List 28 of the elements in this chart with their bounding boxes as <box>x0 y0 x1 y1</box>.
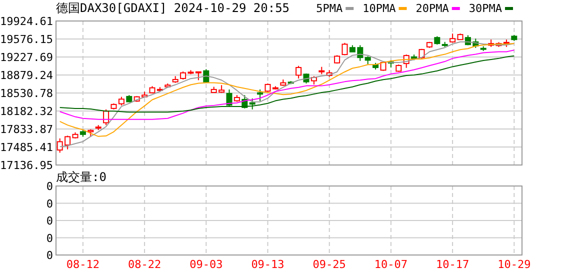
legend-label: 5PMA <box>316 2 343 15</box>
y-tick-label: 0 <box>46 197 53 210</box>
y-tick-label: 18182.32 <box>0 105 53 118</box>
y-tick-label: 0 <box>46 249 53 262</box>
legend-label: 30PMA <box>468 2 502 15</box>
x-tick-label: 09-25 <box>312 258 346 271</box>
x-tick-label: 10-29 <box>498 258 531 271</box>
y-tick-label: 18879.24 <box>0 69 54 82</box>
y-tick-label: 17136.95 <box>0 159 53 172</box>
x-tick-label: 09-13 <box>251 258 284 271</box>
chart-title: 德国DAX30[GDAXI] 2024-10-29 20:55 <box>56 1 290 15</box>
y-tick-label: 18530.78 <box>0 87 53 100</box>
y-tick-label: 17485.41 <box>0 141 53 154</box>
y-tick-label: 19576.15 <box>0 33 53 46</box>
y-tick-label: 0 <box>46 180 53 193</box>
legend-label: 10PMA <box>362 2 396 15</box>
x-tick-label: 10-07 <box>374 258 408 271</box>
y-tick-label: 17833.87 <box>0 123 53 136</box>
x-tick-label: 09-03 <box>190 258 223 271</box>
x-tick-label: 10-17 <box>436 258 470 271</box>
y-tick-label: 0 <box>46 232 53 245</box>
chart-title: 成交量:0 <box>56 170 106 184</box>
y-tick-label: 19924.61 <box>0 15 53 28</box>
y-tick-label: 19227.69 <box>0 51 53 64</box>
y-tick-label: 0 <box>46 214 53 228</box>
legend-label: 20PMA <box>416 2 450 15</box>
x-tick-label: 08-22 <box>128 258 162 271</box>
x-tick-label: 08-12 <box>66 258 100 271</box>
